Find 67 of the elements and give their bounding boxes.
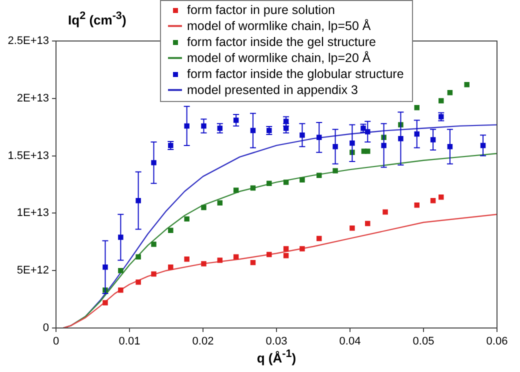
point	[316, 236, 322, 242]
point	[250, 185, 256, 191]
x-tick-label: 0.05	[412, 336, 434, 348]
point	[184, 216, 190, 222]
point	[250, 260, 256, 266]
point	[118, 268, 124, 274]
y-tick-label: 0	[42, 322, 49, 334]
point	[438, 98, 444, 104]
point	[438, 194, 444, 200]
point	[168, 228, 174, 234]
x-tick-label: 0.06	[486, 336, 508, 348]
legend-label: form factor inside the globular structure	[187, 66, 404, 82]
point	[283, 246, 289, 252]
point	[350, 140, 355, 146]
y-tick-label: 2E+13	[16, 92, 49, 104]
point	[414, 104, 420, 110]
point	[217, 258, 223, 263]
legend-label: model presented in appendix 3	[187, 82, 358, 98]
point	[217, 200, 223, 206]
legend-label: model of wormlike chain, lp=50 Å	[187, 18, 371, 34]
point	[300, 177, 305, 183]
point	[151, 160, 156, 166]
point	[365, 148, 370, 154]
point	[447, 90, 453, 96]
x-tick-label: 0.01	[118, 336, 140, 348]
x-tick-label: 0.02	[192, 336, 214, 348]
x-tick-label: 0.04	[339, 336, 361, 348]
x-axis-title: q (Å$^{-1}$)	[256, 348, 298, 366]
legend-label: form factor inside the gel structure	[187, 34, 376, 50]
point	[151, 242, 156, 247]
point	[365, 129, 370, 134]
point	[118, 287, 124, 293]
point	[283, 180, 289, 185]
point	[266, 180, 272, 186]
point	[316, 172, 322, 178]
point	[201, 261, 206, 266]
point	[300, 246, 305, 252]
legend-label: model of wormlike chain, lp=20 Å	[187, 50, 371, 66]
x-tick-label: 0.03	[266, 336, 288, 348]
point	[283, 253, 289, 258]
point	[201, 204, 206, 210]
x-tick-label: 0	[52, 336, 60, 348]
point	[102, 264, 108, 270]
point	[233, 188, 239, 193]
point	[332, 168, 338, 174]
point	[382, 209, 388, 215]
point	[266, 252, 272, 258]
point	[118, 234, 124, 240]
y-tick-label: 1.5E+13	[8, 150, 49, 162]
y-axis-title: Iq$^{2}$ (cm$^{-3}$)	[68, 10, 126, 28]
point	[233, 254, 239, 260]
point	[300, 132, 305, 138]
y-tick-label: 2.5E+13	[8, 35, 49, 48]
point	[365, 220, 370, 226]
point	[136, 254, 141, 260]
legend-label: form factor in pure solution	[187, 2, 335, 18]
point	[464, 82, 470, 88]
point	[350, 226, 355, 231]
y-tick-label: 1E+13	[16, 207, 49, 220]
point	[414, 202, 420, 208]
point	[102, 300, 108, 306]
point	[136, 279, 141, 285]
point	[168, 264, 174, 270]
y-tick-label: 5E+12	[16, 264, 49, 277]
point	[184, 256, 190, 262]
point	[430, 198, 436, 204]
point	[151, 271, 156, 277]
